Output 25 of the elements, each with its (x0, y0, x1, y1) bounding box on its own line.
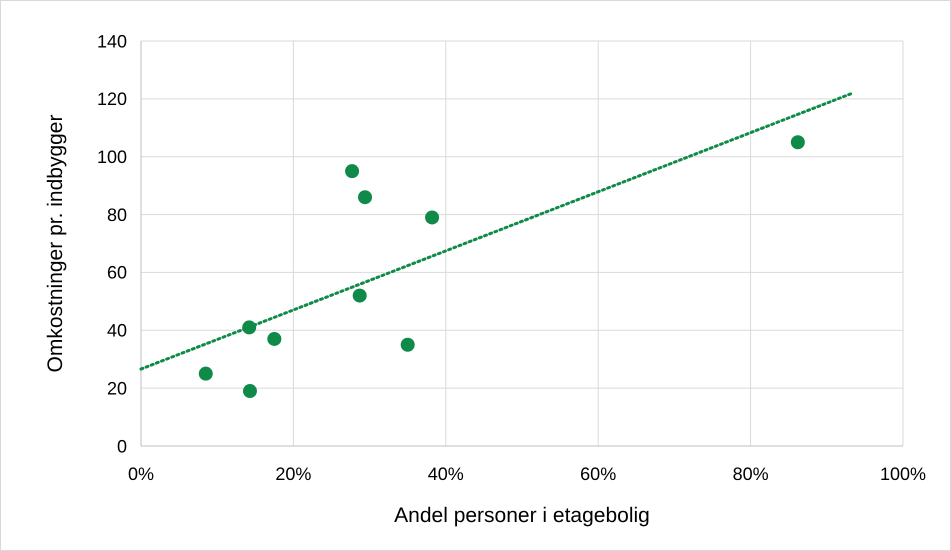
x-tick-label: 20% (275, 464, 312, 484)
x-tick-label: 60% (580, 464, 616, 484)
point (242, 384, 257, 398)
y-axis-title: Omkostninger pr. indbygger (44, 114, 67, 372)
y-tick-label: 100 (96, 147, 127, 168)
y-tick-label: 60 (106, 262, 127, 283)
x-tick-label: 40% (428, 464, 464, 484)
point (345, 164, 360, 178)
x-tick-label: 0% (128, 464, 154, 484)
point (358, 190, 372, 204)
x-tick-label: 100% (880, 464, 926, 484)
y-tick-label: 0 (116, 436, 127, 456)
point (425, 210, 440, 224)
x-tick-label: 80% (732, 464, 769, 484)
y-tick-label: 140 (96, 31, 127, 52)
point (400, 338, 415, 352)
y-tick-label: 80 (106, 204, 127, 225)
point (790, 135, 805, 150)
point (352, 288, 367, 303)
point (267, 332, 282, 346)
y-tick-label: 20 (106, 378, 127, 398)
y-tick-label: 40 (106, 320, 127, 341)
y-tick-label: 120 (96, 89, 127, 110)
point (198, 366, 213, 381)
x-axis-title: Andel personer i etagebolig (394, 504, 650, 527)
